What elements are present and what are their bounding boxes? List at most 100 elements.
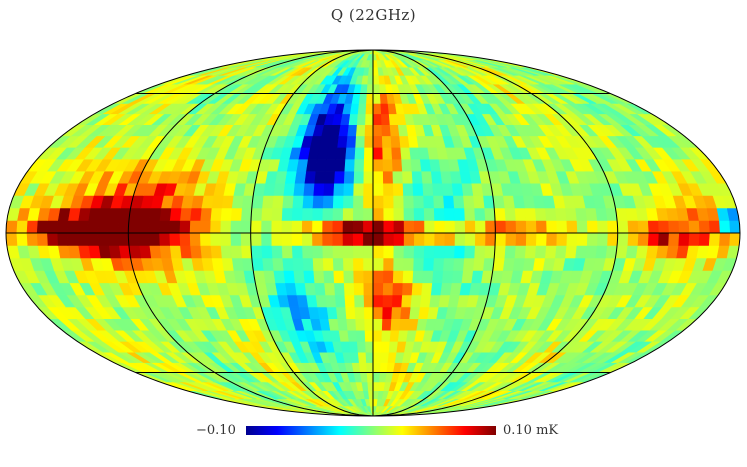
map-pixel — [637, 232, 649, 246]
map-pixel — [322, 270, 335, 284]
map-pixel — [388, 340, 398, 353]
map-pixel — [46, 232, 59, 246]
map-pixel — [637, 220, 649, 234]
map-pixel — [46, 220, 59, 234]
map-pixel — [544, 245, 557, 259]
map-pixel — [382, 220, 394, 234]
map-pixel — [372, 232, 384, 246]
map-pixel — [728, 220, 740, 234]
map-pixel — [66, 220, 79, 234]
map-pixel — [381, 294, 393, 308]
map-pixel — [421, 270, 434, 284]
map-pixel — [372, 182, 384, 196]
map-pixel — [352, 220, 364, 234]
map-pixel — [291, 195, 304, 209]
map-pixel — [291, 207, 303, 221]
map-pixel — [363, 294, 374, 308]
map-pixel — [392, 195, 404, 209]
map-pixels — [6, 50, 740, 416]
map-pixel — [402, 270, 414, 284]
map-pixel — [343, 294, 355, 308]
map-pixel — [168, 220, 181, 234]
map-pixel — [470, 182, 484, 196]
map-pixel — [535, 232, 547, 246]
map-pixel — [353, 294, 365, 308]
map-pixel — [413, 220, 425, 234]
map-pixel — [56, 220, 69, 234]
map-pixel — [178, 232, 191, 246]
map-pixel — [56, 232, 69, 246]
map-pixel — [138, 220, 150, 234]
map-pixel — [354, 135, 365, 148]
map-pixel — [77, 220, 89, 234]
map-pixel — [400, 158, 412, 172]
map-pixel — [534, 245, 547, 259]
map-pixel — [352, 207, 364, 221]
map-pixel — [443, 207, 455, 221]
map-pixel — [178, 220, 191, 234]
map-pixel — [413, 245, 425, 259]
map-pixel — [430, 282, 443, 296]
map-pixel — [381, 147, 393, 160]
map-pixel — [362, 232, 374, 246]
map-pixel — [148, 207, 162, 221]
map-pixel — [422, 257, 434, 271]
map-pixel — [401, 282, 413, 296]
map-pixel — [372, 282, 384, 296]
map-pixel — [402, 182, 414, 196]
map-pixel — [231, 195, 244, 209]
map-pixel — [352, 245, 364, 259]
map-pixel — [403, 232, 415, 246]
map-pixel — [364, 124, 374, 137]
map-pixel — [219, 220, 231, 234]
map-pixel — [432, 257, 445, 271]
map-pixel — [301, 245, 313, 259]
map-pixel — [357, 351, 367, 363]
map-pixel — [362, 257, 374, 271]
map-pixel — [474, 220, 486, 234]
map-pixel — [403, 220, 415, 234]
map-pixel — [382, 182, 394, 196]
map-pixel — [413, 207, 425, 221]
map-pixel — [313, 282, 326, 296]
map-pixel — [260, 245, 273, 259]
map-pixel — [240, 207, 253, 221]
map-pixel — [302, 270, 315, 284]
map-pixel — [189, 207, 202, 221]
map-pixel — [36, 232, 48, 246]
map-pixel — [389, 318, 401, 331]
map-pixel — [452, 195, 465, 209]
map-pixel — [524, 245, 537, 259]
map-pixel — [336, 318, 348, 331]
map-pixel — [698, 232, 710, 246]
map-pixel — [594, 207, 608, 221]
map-pixel — [494, 220, 506, 234]
map-pixel — [428, 158, 441, 172]
map-pixel — [372, 124, 382, 137]
map-pixel — [311, 245, 323, 259]
map-pixel — [606, 232, 619, 246]
map-pixel — [514, 245, 526, 259]
map-pixel — [372, 318, 383, 331]
map-pixel — [382, 257, 394, 271]
map-pixel — [392, 232, 404, 246]
map-pixel — [594, 245, 608, 259]
map-pixel — [251, 257, 264, 271]
map-pixel — [470, 270, 484, 284]
map-pixel — [15, 220, 28, 234]
map-pixel — [364, 329, 374, 342]
map-pixel — [433, 220, 445, 234]
map-pixel — [372, 170, 384, 184]
map-pixel — [148, 220, 160, 234]
map-pixel — [260, 232, 272, 246]
map-pixel — [390, 306, 402, 320]
map-pixel — [342, 232, 354, 246]
map-pixel — [322, 257, 334, 271]
map-pixel — [392, 245, 404, 259]
map-pixel — [596, 220, 608, 234]
map-pixel — [380, 124, 391, 137]
map-pixel — [574, 207, 587, 221]
map-pixel — [431, 182, 444, 196]
map-pixel — [240, 232, 252, 246]
map-pixel — [372, 372, 380, 383]
